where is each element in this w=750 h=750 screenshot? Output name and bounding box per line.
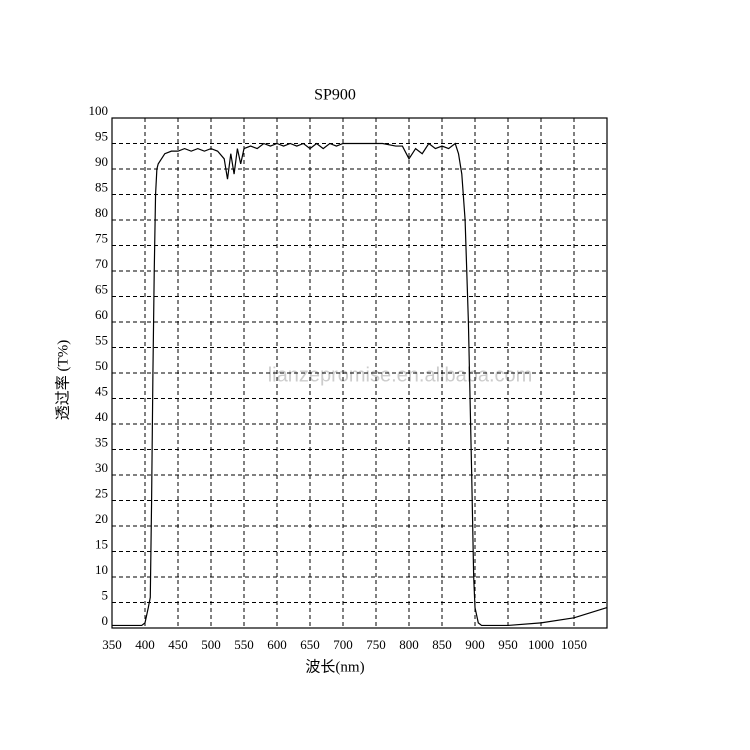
x-axis-label: 波长(nm) xyxy=(305,658,364,675)
x-tick-label: 500 xyxy=(201,637,221,652)
y-tick-label: 55 xyxy=(95,332,108,347)
watermark: lianzepromise.en.alibaba.com xyxy=(268,364,533,386)
x-tick-label: 700 xyxy=(333,637,353,652)
y-tick-label: 30 xyxy=(95,460,108,475)
y-tick-label: 95 xyxy=(95,128,108,143)
y-tick-label: 90 xyxy=(95,154,108,169)
x-tick-label: 750 xyxy=(366,637,386,652)
y-tick-label: 0 xyxy=(102,613,109,628)
x-tick-label: 400 xyxy=(135,637,155,652)
x-tick-label: 1000 xyxy=(528,637,554,652)
y-tick-label: 10 xyxy=(95,562,108,577)
y-tick-label: 50 xyxy=(95,358,108,373)
y-tick-label: 20 xyxy=(95,511,108,526)
y-tick-label: 35 xyxy=(95,434,108,449)
y-axis-label: 透过率 (T%) xyxy=(54,340,71,420)
plot-frame xyxy=(111,117,608,629)
y-tick-label: 40 xyxy=(95,409,108,424)
y-tick-label: 85 xyxy=(95,179,108,194)
x-tick-label: 450 xyxy=(168,637,188,652)
x-tick-label: 650 xyxy=(300,637,320,652)
x-tick-label: 850 xyxy=(432,637,452,652)
y-tick-label: 25 xyxy=(95,485,108,500)
y-tick-label: 45 xyxy=(95,383,108,398)
x-tick-label: 900 xyxy=(465,637,485,652)
y-tick-label: 65 xyxy=(95,281,108,296)
y-tick-label: 75 xyxy=(95,230,108,245)
x-tick-label: 350 xyxy=(102,637,122,652)
x-tick-label: 550 xyxy=(234,637,254,652)
x-tick-label: 800 xyxy=(399,637,419,652)
x-tick-label: 600 xyxy=(267,637,287,652)
x-tick-label: 950 xyxy=(498,637,518,652)
y-tick-label: 5 xyxy=(102,587,109,602)
data-line xyxy=(112,142,608,627)
x-tick-label: 1050 xyxy=(561,637,587,652)
y-tick-label: 100 xyxy=(89,103,109,118)
y-tick-label: 80 xyxy=(95,205,108,220)
y-tick-label: 15 xyxy=(95,536,108,551)
chart-title: SP900 xyxy=(314,87,356,104)
y-tick-label: 60 xyxy=(95,307,108,322)
y-tick-label: 70 xyxy=(95,256,108,271)
